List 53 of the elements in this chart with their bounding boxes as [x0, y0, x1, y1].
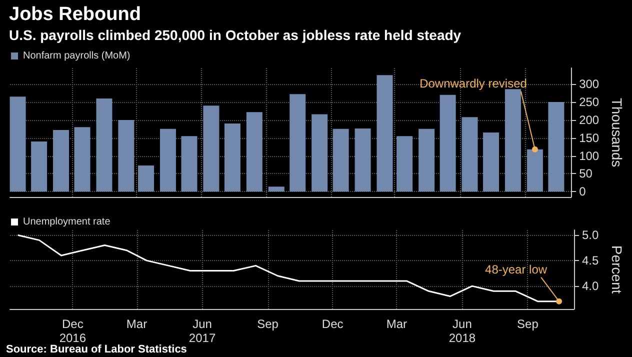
- source-note: Source: Bureau of Labor Statistics: [6, 344, 187, 356]
- y-tick-label: 4.5: [582, 254, 600, 268]
- bar: [203, 106, 220, 192]
- bar: [504, 89, 521, 192]
- legend-label: Unemployment rate: [23, 216, 111, 228]
- bar: [74, 127, 90, 192]
- bar: [462, 117, 478, 192]
- y-tick-label: 200: [579, 112, 600, 127]
- x-tick-label: Mar: [126, 317, 148, 331]
- bar: [396, 136, 413, 192]
- x-tick-label: Mar: [386, 317, 408, 331]
- bar: [354, 128, 371, 192]
- y-tick-label: 100: [579, 148, 600, 163]
- y-axis-title: Percent: [609, 245, 625, 294]
- x-tick-label: Jun 2018: [448, 317, 476, 345]
- bar: [312, 114, 328, 192]
- bar: [138, 165, 154, 192]
- bar: [246, 112, 262, 192]
- bar: [483, 132, 500, 192]
- bar: [548, 102, 564, 192]
- bar: [31, 141, 48, 192]
- y-tick-label: 300: [579, 77, 600, 92]
- bar: [376, 75, 393, 192]
- bar: [10, 96, 26, 192]
- y-tick-label: 5.0: [582, 228, 600, 242]
- x-tick-label: Dec 2016: [59, 317, 86, 345]
- annotation: 48-year low: [485, 262, 548, 276]
- bar: [332, 128, 349, 192]
- legend-label: Nonfarm payrolls (MoM): [23, 50, 130, 62]
- bar: [268, 186, 284, 192]
- y-tick-label: 250: [579, 95, 600, 110]
- bar: [526, 149, 543, 192]
- x-tick-label: Sep: [257, 317, 279, 331]
- bar: [96, 98, 112, 192]
- bar: [118, 120, 134, 192]
- bar: [181, 136, 198, 192]
- y-axis-title: Thousands: [609, 98, 625, 168]
- y-tick-label: 50: [579, 166, 593, 181]
- bar: [53, 130, 70, 192]
- bar: [440, 94, 456, 192]
- x-tick-label: Jun 2017: [188, 317, 216, 345]
- y-tick-label: 0: [579, 184, 586, 199]
- bar: [160, 128, 176, 192]
- y-tick-label: 4.0: [582, 279, 600, 294]
- bar: [224, 124, 240, 192]
- y-tick-label: 150: [579, 130, 600, 145]
- x-tick-label: Dec: [322, 317, 344, 331]
- x-tick-label: Sep: [517, 317, 539, 331]
- bar: [290, 94, 306, 192]
- bar: [418, 128, 435, 192]
- chart-subtitle: U.S. payrolls climbed 250,000 in October as jobless rate held steady: [9, 27, 462, 43]
- chart-title: Jobs Rebound: [9, 4, 141, 25]
- annotation: Downwardly revised: [420, 76, 527, 90]
